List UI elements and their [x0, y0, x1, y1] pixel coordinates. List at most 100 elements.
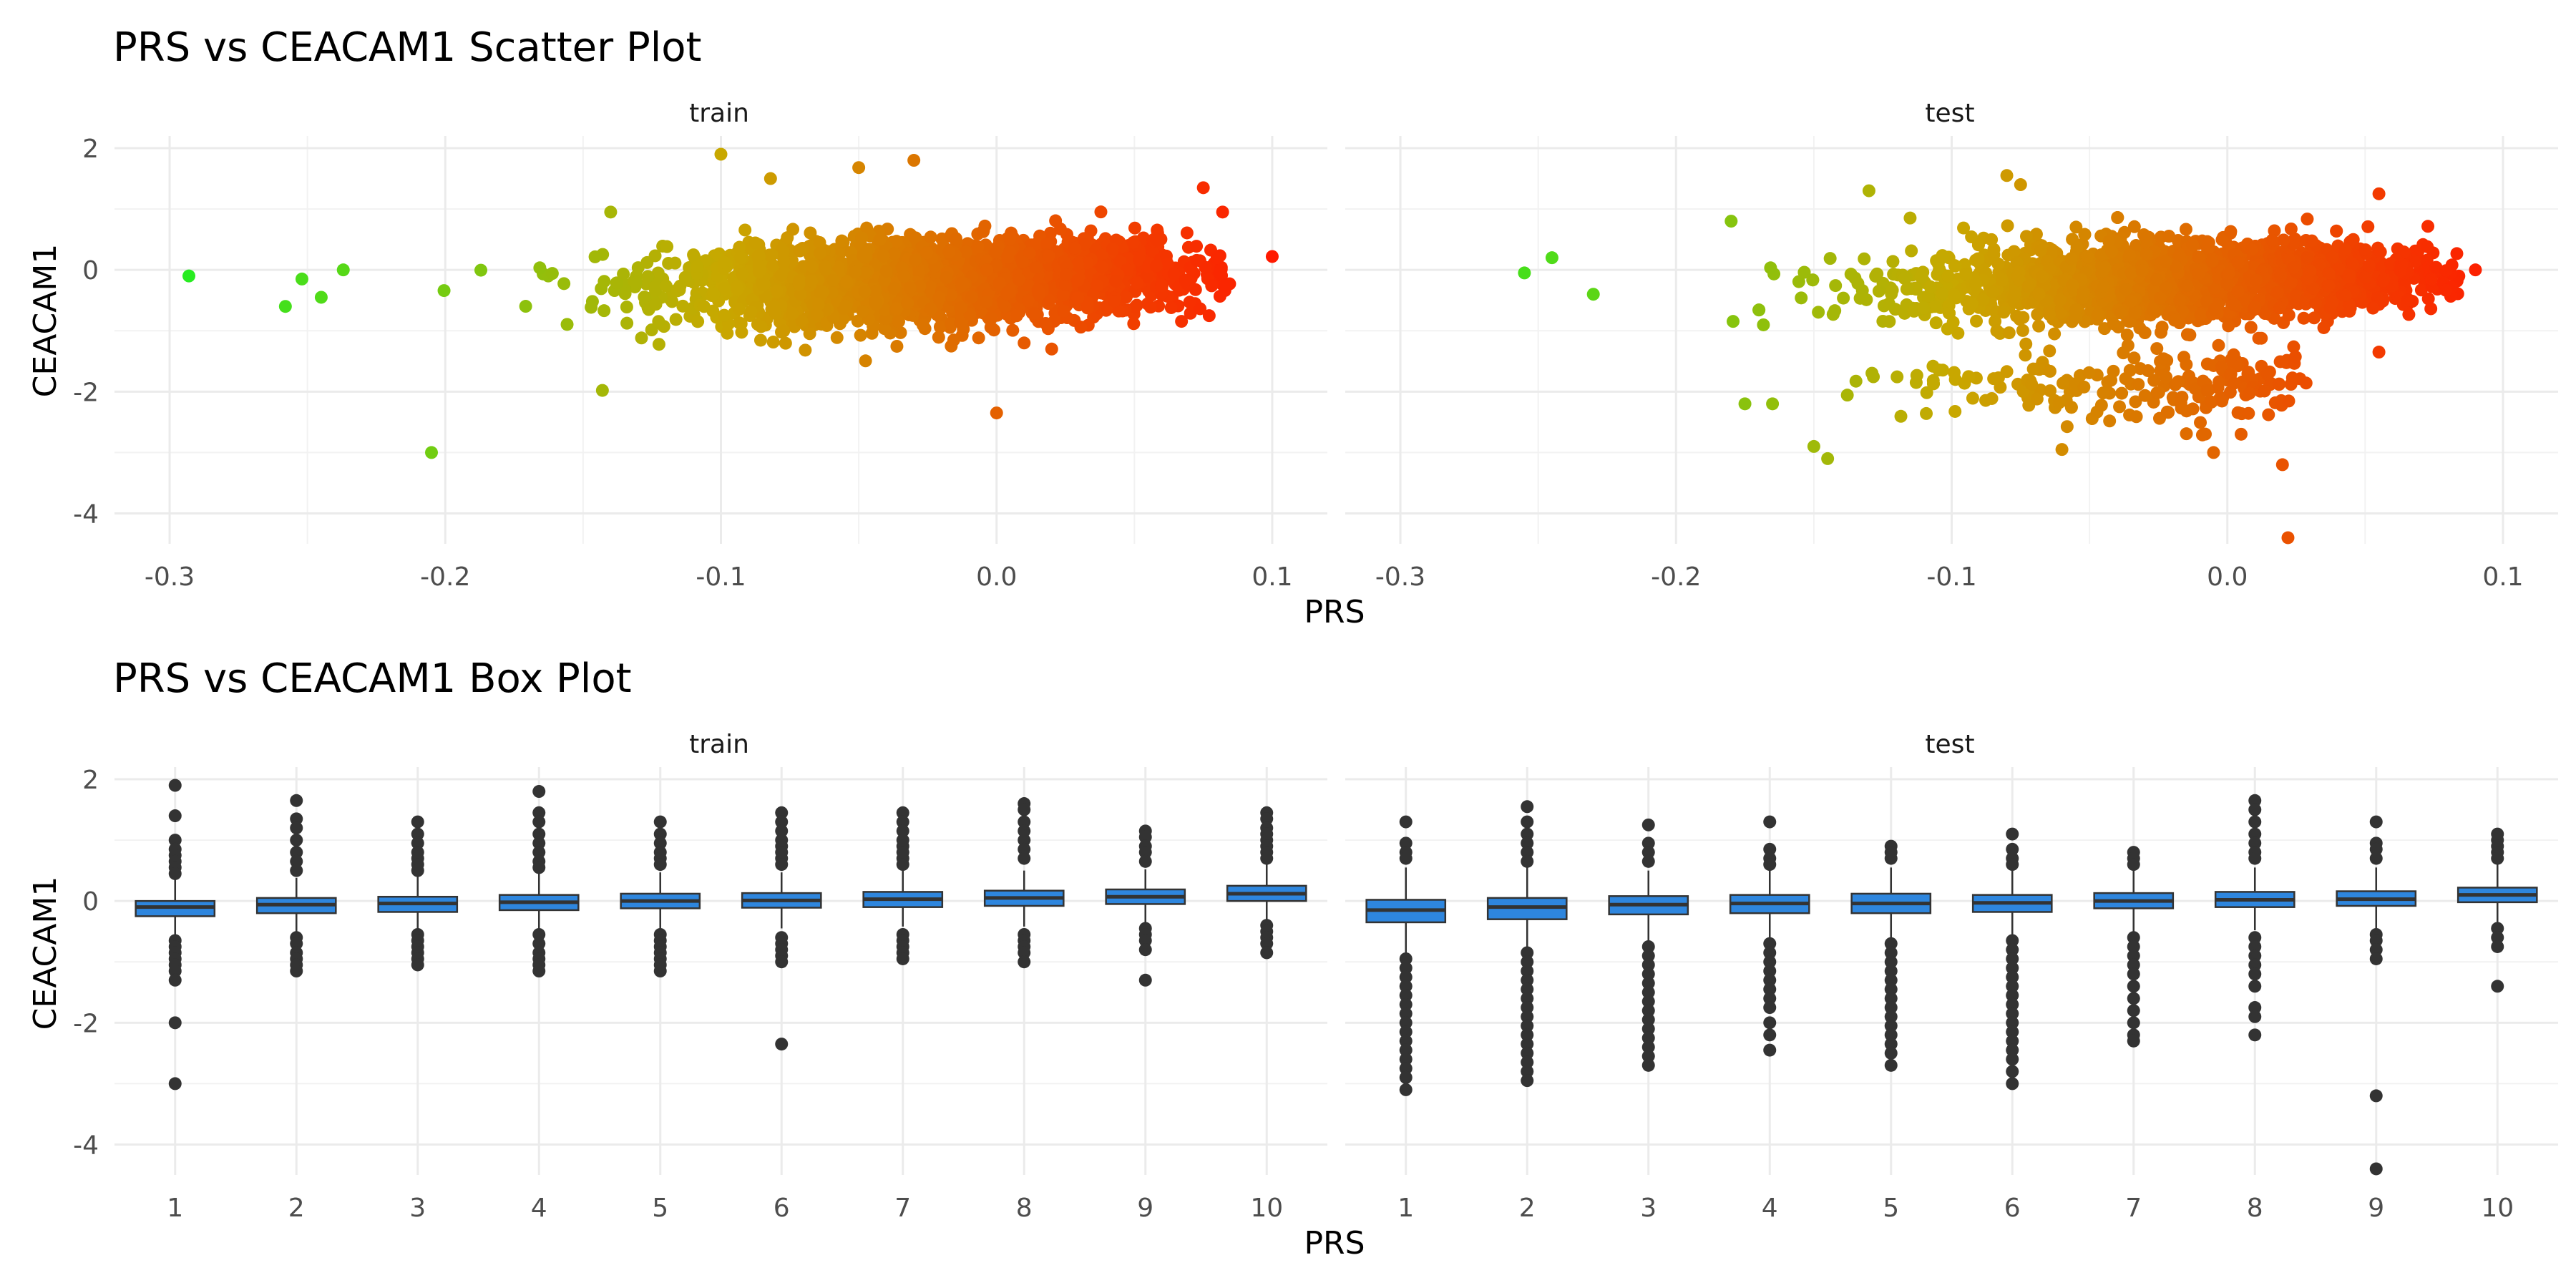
scatter-point — [691, 315, 705, 328]
scatter-point — [2450, 247, 2464, 260]
scatter-point — [533, 261, 547, 275]
scatter-point — [295, 272, 308, 286]
scatter-point — [2117, 346, 2130, 360]
scatter-point — [2140, 248, 2153, 261]
scatter-point — [2014, 178, 2027, 192]
box-outlier — [168, 1016, 182, 1030]
scatter-point — [775, 243, 789, 257]
scatter-point — [2128, 306, 2142, 320]
scatter-point — [805, 260, 819, 273]
scatter-point — [1797, 265, 1811, 279]
scatter-point — [2048, 327, 2062, 341]
scatter-point — [2373, 245, 2387, 259]
scatter-point — [2224, 225, 2238, 238]
scatter-point — [2000, 365, 2014, 379]
scatter-point — [1518, 266, 1531, 280]
scatter-point — [933, 320, 947, 333]
scatter-point — [2016, 311, 2030, 324]
scatter-point — [721, 326, 734, 340]
scatter-point — [2044, 384, 2057, 398]
scatter-point — [687, 248, 701, 262]
scatter-point — [2025, 377, 2039, 391]
scatter-point — [2301, 213, 2314, 226]
scatter-point — [814, 246, 827, 260]
scatter-point — [597, 304, 611, 318]
scatter-point — [879, 264, 893, 278]
scatter-point — [2180, 358, 2193, 371]
scatter-point — [618, 287, 632, 301]
scatter-point — [2243, 386, 2256, 400]
scatter-point — [2262, 408, 2275, 421]
scatter-point — [1886, 255, 1900, 268]
box-outlier — [168, 1077, 182, 1091]
x-tick-label: -0.1 — [1926, 562, 1976, 592]
x-tick-label: -0.3 — [145, 562, 195, 592]
scatter-point — [668, 256, 682, 270]
box-outlier — [168, 809, 182, 823]
scatter-point — [2002, 326, 2016, 340]
scatter-point — [1095, 260, 1108, 274]
scatter-point — [2162, 230, 2176, 243]
scatter-point — [1071, 273, 1085, 287]
scatter-points — [1518, 169, 2482, 545]
scatter-point — [2439, 264, 2453, 278]
scatter-point — [942, 245, 956, 258]
scatter-point — [868, 295, 882, 308]
x-tick-label: -0.2 — [1651, 562, 1701, 592]
x-tick-label: 0.1 — [1252, 562, 1292, 592]
scatter-point — [940, 271, 953, 285]
scatter-point — [1951, 326, 1965, 340]
box-outlier — [168, 834, 182, 847]
scatter-plot: PRS vs CEACAM1 Scatter Plot train test -… — [27, 24, 2558, 630]
scatter-point — [732, 303, 746, 316]
scatter-point — [1890, 370, 1904, 384]
scatter-point — [1220, 278, 1234, 291]
scatter-point — [777, 255, 791, 269]
scatter-point — [2231, 255, 2245, 269]
scatter-point — [859, 354, 872, 368]
scatter-point — [557, 277, 571, 291]
scatter-point — [1894, 409, 1908, 423]
scatter-point — [691, 260, 704, 273]
scatter-point — [2029, 228, 2043, 241]
scatter-point — [1792, 275, 1805, 288]
scatter-point — [425, 446, 439, 459]
scatter-point — [878, 322, 892, 336]
scatter-point — [2008, 287, 2021, 301]
scatter-point — [2102, 235, 2116, 248]
box-outlier — [168, 779, 182, 792]
scatter-point — [2124, 294, 2137, 308]
scatter-point — [894, 326, 907, 339]
scatter-point — [1976, 293, 1990, 307]
x-tick-label: 0.0 — [976, 562, 1017, 592]
scatter-point — [858, 285, 872, 298]
scatter-point — [1929, 316, 1943, 330]
scatter-point — [2043, 308, 2057, 321]
scatter-point — [1003, 285, 1017, 298]
scatter-point — [2019, 337, 2033, 351]
scatter-point — [2192, 250, 2205, 264]
scatter-point — [2194, 416, 2207, 429]
scatter-point — [2215, 361, 2228, 374]
scatter-point — [2282, 394, 2296, 408]
scatter-point — [1060, 268, 1073, 282]
scatter-point — [2325, 296, 2338, 309]
scatter-point — [904, 281, 917, 295]
scatter-point — [2222, 266, 2235, 280]
scatter-point — [1957, 221, 1971, 235]
scatter-point — [1943, 306, 1956, 320]
scatter-point — [766, 258, 780, 272]
scatter-point — [1126, 235, 1140, 249]
scatter-point — [960, 245, 973, 258]
scatter-point — [2160, 405, 2174, 419]
scatter-point — [2053, 293, 2067, 307]
scatter-point — [2055, 443, 2069, 457]
scatter-point — [1962, 370, 1976, 384]
scatter-point — [2111, 211, 2124, 225]
x-tick-label: 1 — [167, 1194, 183, 1223]
scatter-point — [980, 296, 993, 309]
box-outlier — [290, 794, 303, 807]
scatter-point — [2322, 267, 2336, 280]
scatter-point — [1844, 268, 1858, 281]
